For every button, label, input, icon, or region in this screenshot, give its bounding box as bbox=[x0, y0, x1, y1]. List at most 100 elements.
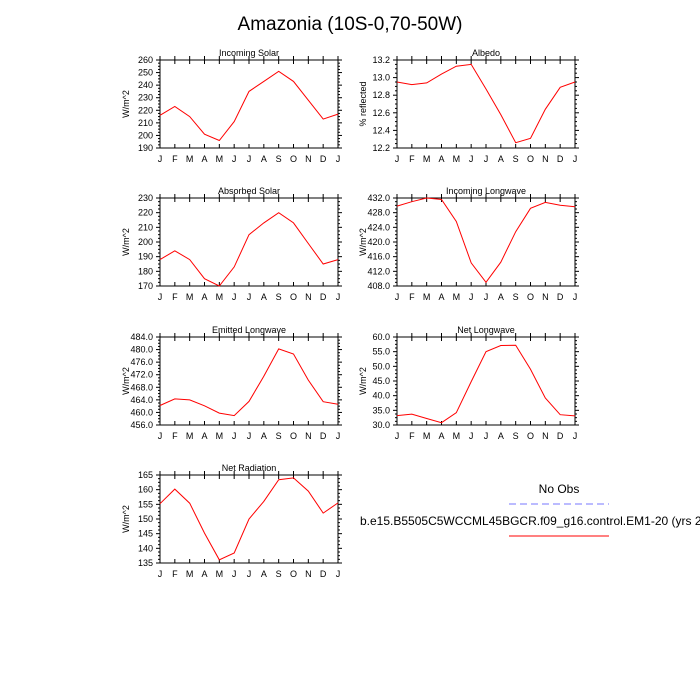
x-tick-label: A bbox=[201, 154, 207, 164]
x-tick-label: J bbox=[573, 431, 578, 441]
y-tick-label: 250 bbox=[138, 68, 153, 78]
x-tick-label: J bbox=[573, 292, 578, 302]
x-tick-label: F bbox=[409, 431, 415, 441]
y-tick-label: 60.0 bbox=[372, 332, 390, 342]
x-tick-label: S bbox=[276, 154, 282, 164]
y-tick-label: 476.0 bbox=[130, 357, 153, 367]
y-tick-label: 190 bbox=[138, 252, 153, 262]
y-tick-label: 45.0 bbox=[372, 376, 390, 386]
y-tick-label: 160 bbox=[138, 485, 153, 495]
y-tick-label: 200 bbox=[138, 237, 153, 247]
x-tick-label: J bbox=[336, 569, 341, 579]
x-tick-label: O bbox=[290, 569, 297, 579]
x-tick-label: M bbox=[216, 569, 224, 579]
x-tick-label: M bbox=[423, 154, 431, 164]
x-tick-label: D bbox=[320, 154, 327, 164]
y-tick-label: 180 bbox=[138, 266, 153, 276]
x-tick-label: M bbox=[186, 154, 194, 164]
x-tick-label: J bbox=[336, 292, 341, 302]
series-line-0 bbox=[159, 70, 339, 142]
x-tick-label: J bbox=[336, 431, 341, 441]
x-tick-label: N bbox=[305, 569, 312, 579]
y-tick-label: 260 bbox=[138, 55, 153, 65]
x-tick-label: J bbox=[232, 154, 237, 164]
y-tick-label: 155 bbox=[138, 499, 153, 509]
x-tick-label: S bbox=[513, 154, 519, 164]
x-tick-label: J bbox=[158, 569, 163, 579]
x-tick-label: O bbox=[290, 431, 297, 441]
x-tick-label: D bbox=[320, 569, 327, 579]
y-tick-label: 220 bbox=[138, 208, 153, 218]
x-tick-label: F bbox=[172, 154, 178, 164]
x-tick-label: O bbox=[527, 292, 534, 302]
y-tick-label: 170 bbox=[138, 281, 153, 291]
x-tick-label: J bbox=[395, 154, 400, 164]
y-tick-label: 424.0 bbox=[367, 222, 390, 232]
x-tick-label: N bbox=[305, 154, 312, 164]
y-tick-label: 230 bbox=[138, 193, 153, 203]
x-tick-label: A bbox=[498, 154, 504, 164]
x-tick-label: J bbox=[484, 154, 489, 164]
y-tick-label: 35.0 bbox=[372, 405, 390, 415]
x-tick-label: J bbox=[232, 569, 237, 579]
x-tick-label: A bbox=[498, 431, 504, 441]
y-tick-label: 468.0 bbox=[130, 382, 153, 392]
x-tick-label: F bbox=[409, 154, 415, 164]
legend-label-model: b.e15.B5505C5WCCML45BGCR.f09_g16.control… bbox=[360, 514, 700, 528]
x-tick-label: D bbox=[557, 154, 564, 164]
panel-title: Albedo bbox=[472, 48, 500, 58]
y-tick-label: 140 bbox=[138, 543, 153, 553]
x-tick-label: S bbox=[513, 431, 519, 441]
legend: No Obs b.e15.B5505C5WCCML45BGCR.f09_g16.… bbox=[360, 482, 700, 537]
plot-frame bbox=[159, 336, 339, 426]
x-tick-label: A bbox=[201, 569, 207, 579]
x-tick-label: D bbox=[557, 292, 564, 302]
y-tick-label: 190 bbox=[138, 143, 153, 153]
x-tick-label: J bbox=[158, 292, 163, 302]
y-tick-label: 12.4 bbox=[372, 125, 390, 135]
x-tick-label: A bbox=[261, 292, 267, 302]
x-tick-label: A bbox=[261, 154, 267, 164]
y-axis-label: W/m^2 bbox=[121, 505, 131, 533]
series-line-0 bbox=[396, 63, 576, 144]
plot-frame bbox=[396, 336, 576, 426]
x-tick-label: J bbox=[469, 431, 474, 441]
x-tick-label: A bbox=[438, 154, 444, 164]
x-tick-label: J bbox=[469, 154, 474, 164]
x-tick-label: M bbox=[423, 292, 431, 302]
x-tick-label: J bbox=[395, 431, 400, 441]
y-tick-label: 220 bbox=[138, 105, 153, 115]
plot-frame bbox=[396, 197, 576, 287]
series-line-0 bbox=[159, 477, 339, 561]
y-tick-label: 12.8 bbox=[372, 90, 390, 100]
x-tick-label: M bbox=[216, 431, 224, 441]
x-tick-label: S bbox=[276, 569, 282, 579]
panel-title: Net Radiation bbox=[222, 463, 277, 473]
x-tick-label: S bbox=[276, 292, 282, 302]
x-tick-label: J bbox=[484, 292, 489, 302]
panel-title: Net Longwave bbox=[457, 325, 515, 335]
y-tick-label: 135 bbox=[138, 558, 153, 568]
x-tick-label: A bbox=[261, 431, 267, 441]
y-tick-label: 50.0 bbox=[372, 361, 390, 371]
x-tick-label: M bbox=[186, 569, 194, 579]
x-tick-label: O bbox=[527, 431, 534, 441]
x-tick-label: J bbox=[232, 292, 237, 302]
x-tick-label: J bbox=[247, 154, 252, 164]
y-axis-label: W/m^2 bbox=[121, 367, 131, 395]
x-tick-label: A bbox=[498, 292, 504, 302]
y-tick-label: 472.0 bbox=[130, 370, 153, 380]
y-tick-label: 412.0 bbox=[367, 266, 390, 276]
x-tick-label: M bbox=[186, 292, 194, 302]
y-tick-label: 416.0 bbox=[367, 252, 390, 262]
y-axis-label: % reflected bbox=[358, 81, 368, 126]
y-tick-label: 420.0 bbox=[367, 237, 390, 247]
plot-frame bbox=[159, 197, 339, 287]
x-tick-label: A bbox=[201, 292, 207, 302]
x-tick-label: O bbox=[290, 154, 297, 164]
x-tick-label: O bbox=[527, 154, 534, 164]
